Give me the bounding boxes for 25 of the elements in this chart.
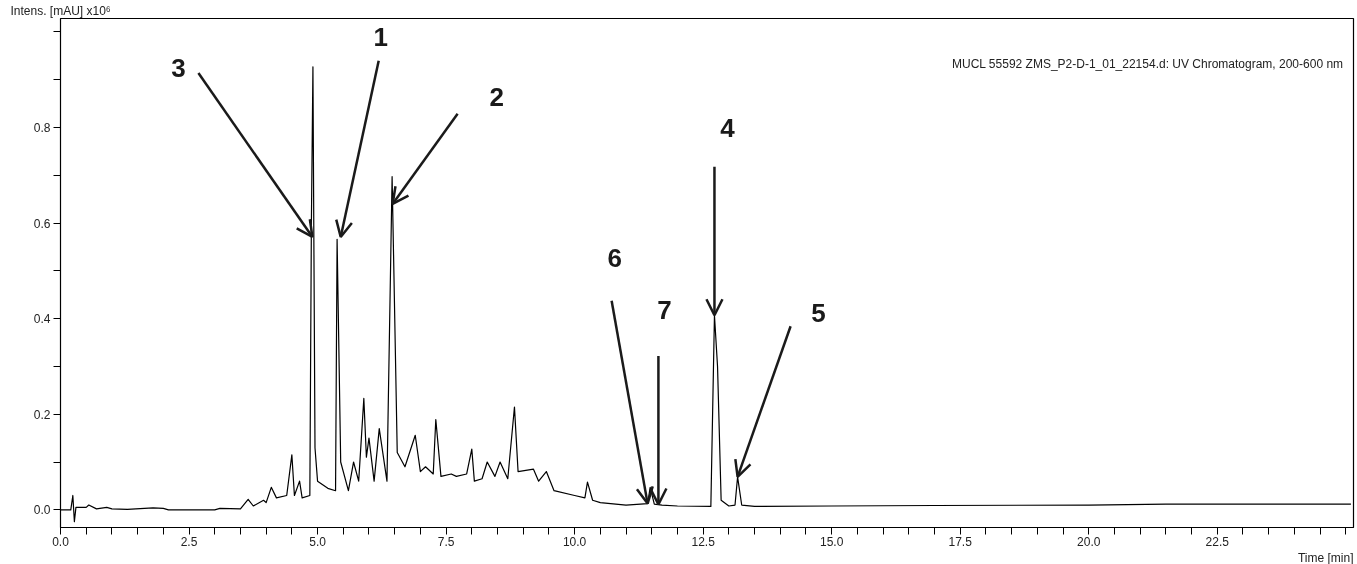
- y-axis-title: Intens. [mAU] x10⁶: [10, 3, 111, 18]
- annotation: 1: [373, 22, 388, 53]
- y-tick-label: 0.8: [33, 120, 51, 135]
- text: MUCL 55592 ZMS_P2-D-1_01_22154.d: UV Chromatogram, 200-600 nm: [951, 56, 1344, 71]
- y-tick-label: 0.6: [33, 216, 51, 231]
- annotation: 3: [171, 52, 186, 83]
- y-tick-label: 0.4: [33, 312, 51, 327]
- x-axis-title: Time [min]: [1297, 550, 1354, 564]
- annotation: 6: [607, 242, 622, 273]
- x-tick-label: 17.5: [948, 534, 973, 549]
- x-tick-label: 10.0: [562, 534, 587, 549]
- x-tick-label: 0.0: [52, 534, 70, 549]
- y-tick-label: 0.0: [33, 503, 51, 518]
- annotation: 7: [657, 294, 672, 325]
- annotation: 4: [720, 112, 736, 143]
- x-tick-label: 12.5: [691, 534, 716, 549]
- annotation: 5: [811, 297, 826, 328]
- x-tick-label: 5.0: [309, 534, 327, 549]
- x-tick-label: 7.5: [437, 534, 455, 549]
- annotation: 2: [489, 82, 504, 113]
- x-tick-label: 2.5: [180, 534, 198, 549]
- y-tick-label: 0.2: [33, 407, 51, 422]
- x-tick-label: 15.0: [820, 534, 844, 549]
- x-tick-label: 20.0: [1077, 534, 1101, 549]
- x-tick-label: 22.5: [1205, 534, 1230, 549]
